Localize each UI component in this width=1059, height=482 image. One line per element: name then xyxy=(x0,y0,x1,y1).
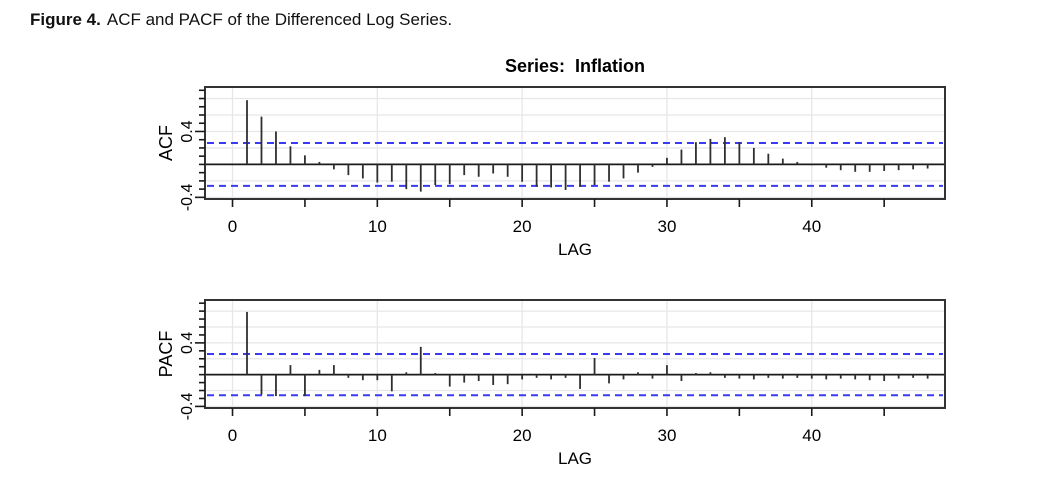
x-axis-label: LAG xyxy=(558,449,592,468)
figure-caption-text: ACF and PACF of the Differenced Log Seri… xyxy=(106,10,453,29)
figure-caption-number: Figure 4. xyxy=(30,10,101,29)
y-tick-label: 0.4 xyxy=(179,332,196,354)
pacf-spikes xyxy=(246,311,929,397)
figure-caption: Figure 4. ACF and PACF of the Differenced… xyxy=(30,10,452,30)
y-tick-label: -0.4 xyxy=(179,393,196,421)
gridlines xyxy=(205,300,945,408)
y-axis: -0.4 0.4 xyxy=(179,302,205,421)
y-axis: -0.4 0.4 xyxy=(179,89,205,211)
x-tick-label: 30 xyxy=(657,217,676,236)
x-tick-label: 0 xyxy=(228,426,237,445)
x-tick-label: 10 xyxy=(368,426,387,445)
y-tick-label: 0.4 xyxy=(179,120,196,142)
x-tick-label: 30 xyxy=(657,426,676,445)
y-axis-label: ACF xyxy=(156,125,176,161)
plot-border xyxy=(204,299,946,409)
x-tick-label: 20 xyxy=(513,217,532,236)
x-tick-label: 40 xyxy=(802,426,821,445)
x-tick-label: 20 xyxy=(513,426,532,445)
x-axis: 0 10 20 30 40 xyxy=(228,199,885,236)
x-tick-label: 40 xyxy=(802,217,821,236)
confidence-lines xyxy=(207,353,943,397)
plot-border xyxy=(204,86,946,200)
chart-title: Series: Inflation xyxy=(504,56,646,76)
x-axis-label: LAG xyxy=(558,240,592,259)
x-tick-label: 0 xyxy=(228,217,237,236)
y-axis-label: PACF xyxy=(156,331,176,378)
acf-spikes xyxy=(246,100,929,192)
x-tick-label: 10 xyxy=(368,217,387,236)
confidence-lines xyxy=(207,142,943,187)
x-axis: 0 10 20 30 40 xyxy=(228,408,885,445)
gridlines xyxy=(205,87,945,199)
y-tick-label: -0.4 xyxy=(179,183,196,211)
